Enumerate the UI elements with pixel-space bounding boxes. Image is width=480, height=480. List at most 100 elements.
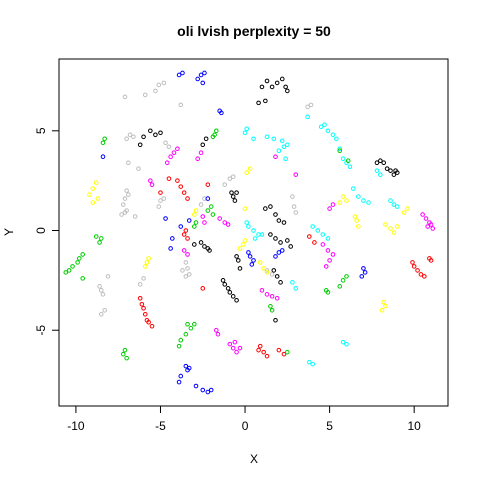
data-point — [168, 154, 173, 160]
data-point — [153, 88, 158, 94]
data-point — [210, 212, 216, 217]
data-point — [249, 262, 255, 267]
data-point — [185, 266, 190, 271]
x-axis-label: X — [250, 452, 258, 466]
data-point — [80, 276, 85, 281]
data-point — [242, 130, 248, 136]
data-point — [273, 236, 278, 241]
data-point — [288, 244, 294, 249]
data-point — [330, 132, 336, 138]
data-point — [252, 236, 258, 241]
data-point — [192, 321, 197, 327]
data-point — [322, 122, 327, 128]
data-point — [344, 341, 349, 347]
data-point — [428, 222, 434, 227]
data-point — [411, 264, 417, 269]
data-point — [325, 290, 331, 295]
data-point — [352, 214, 358, 219]
data-point — [344, 198, 349, 203]
data-point — [183, 228, 189, 233]
data-point — [176, 379, 182, 385]
data-point — [222, 282, 228, 287]
data-point — [200, 387, 206, 393]
data-point — [222, 220, 228, 225]
data-point — [308, 102, 314, 108]
data-point — [344, 274, 349, 279]
data-point — [247, 254, 253, 259]
data-point — [388, 198, 393, 203]
data-point — [166, 144, 172, 150]
data-point — [205, 196, 211, 201]
data-point — [356, 224, 361, 229]
data-point — [242, 238, 248, 243]
data-point — [234, 298, 239, 303]
data-point — [271, 136, 277, 142]
data-point — [325, 236, 331, 241]
data-point — [251, 258, 256, 263]
y-axis-label: Y — [2, 228, 16, 236]
data-point — [285, 88, 290, 94]
data-point — [156, 204, 162, 209]
data-point — [263, 98, 268, 104]
data-point — [193, 220, 199, 225]
data-point — [127, 132, 133, 138]
data-point — [207, 248, 212, 253]
data-point — [264, 292, 270, 297]
data-point — [281, 220, 287, 225]
data-point — [75, 260, 80, 265]
data-point — [394, 204, 400, 209]
data-point — [259, 288, 265, 293]
data-point — [279, 76, 285, 82]
data-point — [263, 206, 268, 211]
data-point — [178, 337, 184, 343]
data-point — [120, 202, 126, 207]
data-point — [200, 286, 206, 291]
data-point — [63, 270, 69, 275]
data-point — [229, 190, 234, 195]
data-point — [170, 236, 175, 241]
data-point — [124, 188, 129, 193]
data-point — [274, 80, 280, 86]
data-point — [97, 240, 102, 245]
data-point — [271, 268, 277, 273]
data-point — [141, 305, 146, 311]
data-point — [185, 321, 190, 327]
data-point — [361, 266, 366, 271]
data-point — [293, 286, 299, 291]
data-point — [213, 327, 219, 333]
data-point — [251, 228, 256, 233]
data-point — [161, 196, 167, 201]
data-point — [102, 307, 107, 313]
data-point — [279, 248, 285, 253]
data-point — [217, 216, 222, 221]
y-axis: -5 0 5 — [34, 127, 59, 336]
data-point — [148, 128, 153, 134]
data-point — [98, 236, 104, 241]
data-point — [66, 268, 72, 273]
data-point — [186, 272, 192, 277]
y-tick-label: 0 — [34, 227, 48, 234]
data-point — [362, 270, 368, 275]
data-point — [334, 136, 339, 142]
data-point — [259, 84, 265, 90]
data-point — [119, 212, 124, 217]
data-point — [195, 156, 200, 162]
data-point — [171, 150, 177, 156]
data-point — [98, 311, 104, 317]
data-point — [276, 250, 282, 255]
data-point — [237, 246, 243, 251]
data-point — [227, 341, 233, 347]
data-point — [391, 172, 397, 177]
data-point — [246, 224, 251, 229]
data-point — [305, 104, 310, 110]
data-point — [153, 132, 158, 138]
data-point — [246, 250, 251, 255]
data-point — [215, 331, 221, 337]
data-point — [178, 184, 184, 189]
data-point — [291, 204, 297, 209]
data-point — [144, 260, 150, 265]
data-point — [274, 296, 280, 301]
x-tick-label: -10 — [67, 419, 85, 433]
data-point — [192, 242, 197, 247]
data-point — [276, 148, 282, 154]
